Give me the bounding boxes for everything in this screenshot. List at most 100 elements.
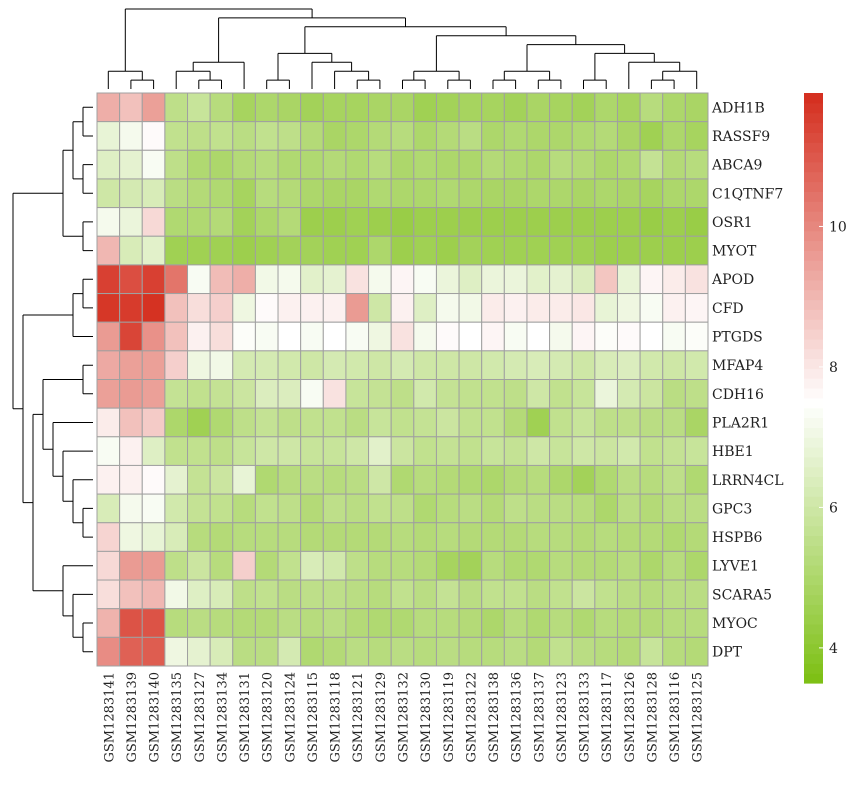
heatmap-cell (413, 636, 437, 667)
heatmap-cell (164, 264, 189, 295)
heatmap-cell (187, 550, 211, 581)
heatmap-cell (616, 407, 641, 438)
heatmap-cell (300, 636, 324, 667)
heatmap-cell (368, 436, 392, 466)
heatmap-cell (458, 92, 483, 123)
heatmap-cell (571, 207, 596, 237)
dendrogram-branch (650, 79, 675, 89)
dendrogram-branch (447, 79, 471, 89)
heatmap-cell (503, 235, 528, 266)
heatmap-cell (254, 293, 279, 323)
heatmap-cell (526, 293, 551, 323)
heatmap-cell (164, 321, 189, 352)
colorbar-segment (804, 604, 823, 615)
colorbar-segment (804, 673, 823, 684)
heatmap-cell (639, 264, 664, 295)
heatmap-cell (503, 407, 528, 438)
heatmap-cell (526, 379, 551, 409)
heatmap-cell (481, 379, 505, 409)
column-label: GSM1283129 (374, 672, 389, 763)
heatmap-cell (277, 550, 302, 581)
heatmap-cell (141, 550, 166, 581)
heatmap-cell (481, 121, 505, 151)
heatmap-cell (277, 178, 302, 209)
heatmap-cell (390, 178, 415, 209)
heatmap-cell (96, 264, 121, 295)
row-label: ABCA9 (711, 158, 762, 174)
heatmap-cell (458, 464, 483, 495)
heatmap-cell (277, 493, 302, 524)
heatmap-cell (413, 608, 437, 638)
row-label: PLA2R1 (712, 416, 769, 432)
heatmap-cell (141, 579, 166, 610)
heatmap-cell (526, 350, 551, 381)
heatmap-cell (119, 350, 143, 381)
heatmap-cell (571, 493, 596, 524)
heatmap-cell (684, 379, 709, 409)
heatmap-cell (549, 407, 573, 438)
heatmap-cell (164, 207, 189, 237)
heatmap-cell (232, 493, 256, 524)
heatmap-cell (232, 407, 256, 438)
heatmap-cell (119, 121, 143, 151)
heatmap-cell (390, 321, 415, 352)
row-labels: ADH1B RASSF9 ABCA9 C1QTNF7 OSR1 MYOT APOD CFD PT… (711, 100, 784, 660)
heatmap-cell (164, 436, 189, 466)
heatmap-cell (684, 636, 709, 667)
heatmap-cell (254, 608, 279, 638)
heatmap-cell (300, 379, 324, 409)
heatmap-cell (209, 493, 234, 524)
heatmap-cell (594, 436, 618, 466)
heatmap-cell (345, 207, 370, 237)
heatmap-cell (187, 321, 211, 352)
heatmap-cell (119, 293, 143, 323)
heatmap-cell (368, 350, 392, 381)
heatmap-cell (435, 235, 460, 266)
heatmap-cell (164, 407, 189, 438)
dendrogram-branch (503, 70, 551, 81)
heatmap-cell (345, 121, 370, 151)
heatmap-cell (458, 149, 483, 180)
colorbar-segment (804, 122, 823, 133)
row-label: ADH1B (711, 100, 765, 116)
colorbar-segment (804, 584, 823, 596)
heatmap-cell (209, 92, 234, 123)
heatmap-cell (322, 350, 347, 381)
heatmap-cell (435, 636, 460, 667)
heatmap-cell (571, 121, 596, 151)
heatmap-cell (277, 464, 302, 495)
heatmap-cell (345, 92, 370, 123)
heatmap-cell (435, 407, 460, 438)
dendrogram-branch (198, 79, 222, 89)
heatmap-cell (345, 550, 370, 581)
color-legend: 4 6 8 10 (804, 93, 847, 684)
heatmap-cell (390, 379, 415, 409)
heatmap-cell (616, 436, 641, 466)
heatmap-cell (119, 92, 143, 123)
colorbar-segment (804, 319, 823, 330)
heatmap-cell (458, 264, 483, 295)
colorbar-segment (804, 653, 823, 664)
dendrogram-branch (82, 364, 93, 395)
heatmap-cell (639, 579, 664, 610)
heatmap-cell (684, 436, 709, 466)
heatmap-cell (277, 207, 302, 237)
heatmap-cell (141, 293, 166, 323)
heatmap-cell (368, 550, 392, 581)
heatmap-cell (322, 293, 347, 323)
heatmap-cell (96, 493, 121, 524)
heatmap-cell (571, 436, 596, 466)
heatmap-cell (684, 293, 709, 323)
heatmap-cell (368, 121, 392, 151)
colorbar-segment (804, 447, 823, 458)
heatmap-cell (232, 579, 256, 610)
heatmap-cell (345, 350, 370, 381)
heatmap-cell (684, 121, 709, 151)
heatmap-cell (503, 522, 528, 552)
row-label: SCARA5 (712, 587, 772, 603)
heatmap-cell (322, 579, 347, 610)
column-label: GSM1283139 (125, 672, 140, 763)
row-label: HSPB6 (712, 530, 763, 546)
heatmap-cell (526, 579, 551, 610)
heatmap-cell (187, 293, 211, 323)
